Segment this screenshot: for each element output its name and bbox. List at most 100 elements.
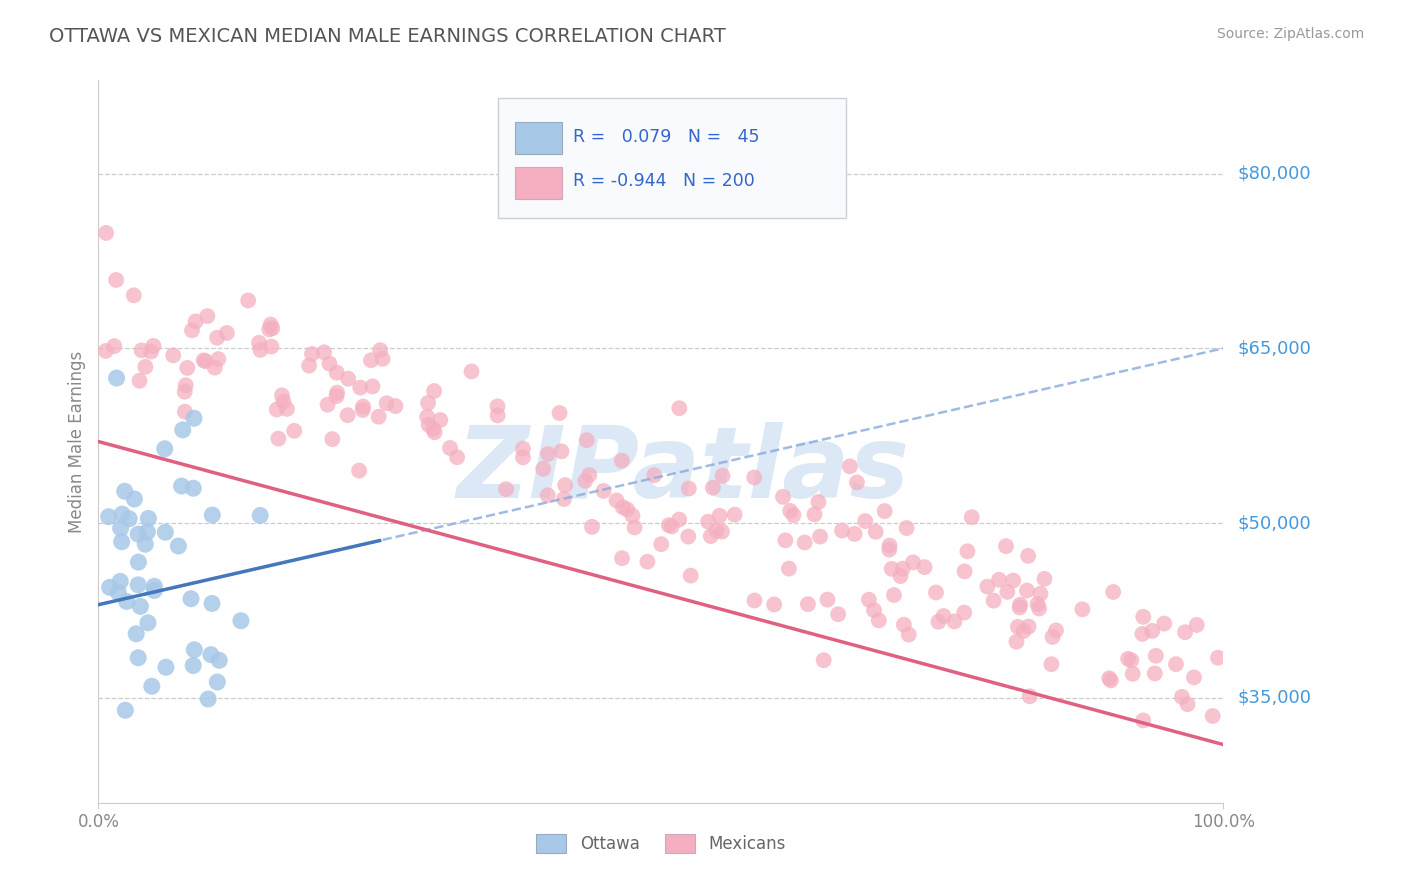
Point [139,344,162,359]
Point [976,580,998,594]
Point [1012,624,1035,638]
Point [1142,624,1164,638]
Point [336,408,359,422]
Point [709,508,731,523]
Point [1028,601,1050,615]
Point [1033,572,1056,586]
Point [108,574,131,589]
Point [97,509,120,524]
Point [247,335,270,350]
Point [110,521,132,535]
Point [873,504,896,518]
Point [865,524,887,539]
Text: $80,000: $80,000 [1237,164,1310,183]
Point [775,533,797,548]
Point [136,524,159,539]
Point [142,339,165,353]
Point [181,658,204,673]
Point [367,409,389,424]
Point [127,650,149,665]
Point [1164,657,1187,672]
Point [193,353,215,368]
Point [249,343,271,357]
Point [197,692,219,706]
Point [995,585,1018,599]
Point [1121,653,1143,667]
Point [853,514,876,528]
Point [697,515,720,529]
Point [127,578,149,592]
Point [446,450,468,465]
Point [778,561,800,575]
Text: $35,000: $35,000 [1237,689,1312,707]
Point [1015,583,1038,598]
Point [143,583,166,598]
Point [257,322,280,336]
Point [326,385,349,400]
Point [678,530,700,544]
Point [207,352,229,367]
Point [259,318,281,332]
Point [772,490,794,504]
Point [1206,650,1229,665]
Point [1182,670,1205,684]
Point [238,293,260,308]
Point [1071,602,1094,616]
Point [742,470,765,484]
Point [361,379,384,393]
Point [831,524,853,538]
Point [658,518,681,533]
Point [797,597,820,611]
Point [195,309,218,323]
Point [1102,585,1125,599]
Point [1116,652,1139,666]
Point [679,568,702,582]
Point [1008,600,1031,615]
Point [184,314,207,328]
FancyBboxPatch shape [498,98,846,218]
Point [988,573,1011,587]
Point [643,468,665,483]
Point [896,521,918,535]
Point [838,459,860,474]
Point [1177,697,1199,711]
Point [167,539,190,553]
Point [162,348,184,362]
Point [883,588,905,602]
Point [298,359,321,373]
Point [1144,648,1167,663]
Point [702,481,724,495]
Point [111,507,134,521]
Point [1122,666,1144,681]
Y-axis label: Median Male Earnings: Median Male Earnings [67,351,86,533]
Point [183,411,205,425]
Point [495,482,517,496]
Point [131,343,153,358]
Point [207,675,229,690]
Point [844,527,866,541]
Point [107,585,129,599]
Point [1007,620,1029,634]
Point [1017,549,1039,563]
Point [321,432,343,446]
Point [661,519,683,533]
Point [325,366,347,380]
Point [347,464,370,478]
Point [352,400,374,414]
Point [700,529,723,543]
Point [153,442,176,456]
Point [953,606,976,620]
Point [817,592,839,607]
Point [880,562,903,576]
Point [512,450,534,465]
Point [134,537,156,551]
Point [706,524,728,538]
Point [592,483,614,498]
Point [314,345,336,359]
Point [416,409,439,424]
Point [418,417,440,432]
Point [423,384,446,398]
Point [650,537,672,551]
Point [422,422,444,436]
Point [181,481,204,495]
